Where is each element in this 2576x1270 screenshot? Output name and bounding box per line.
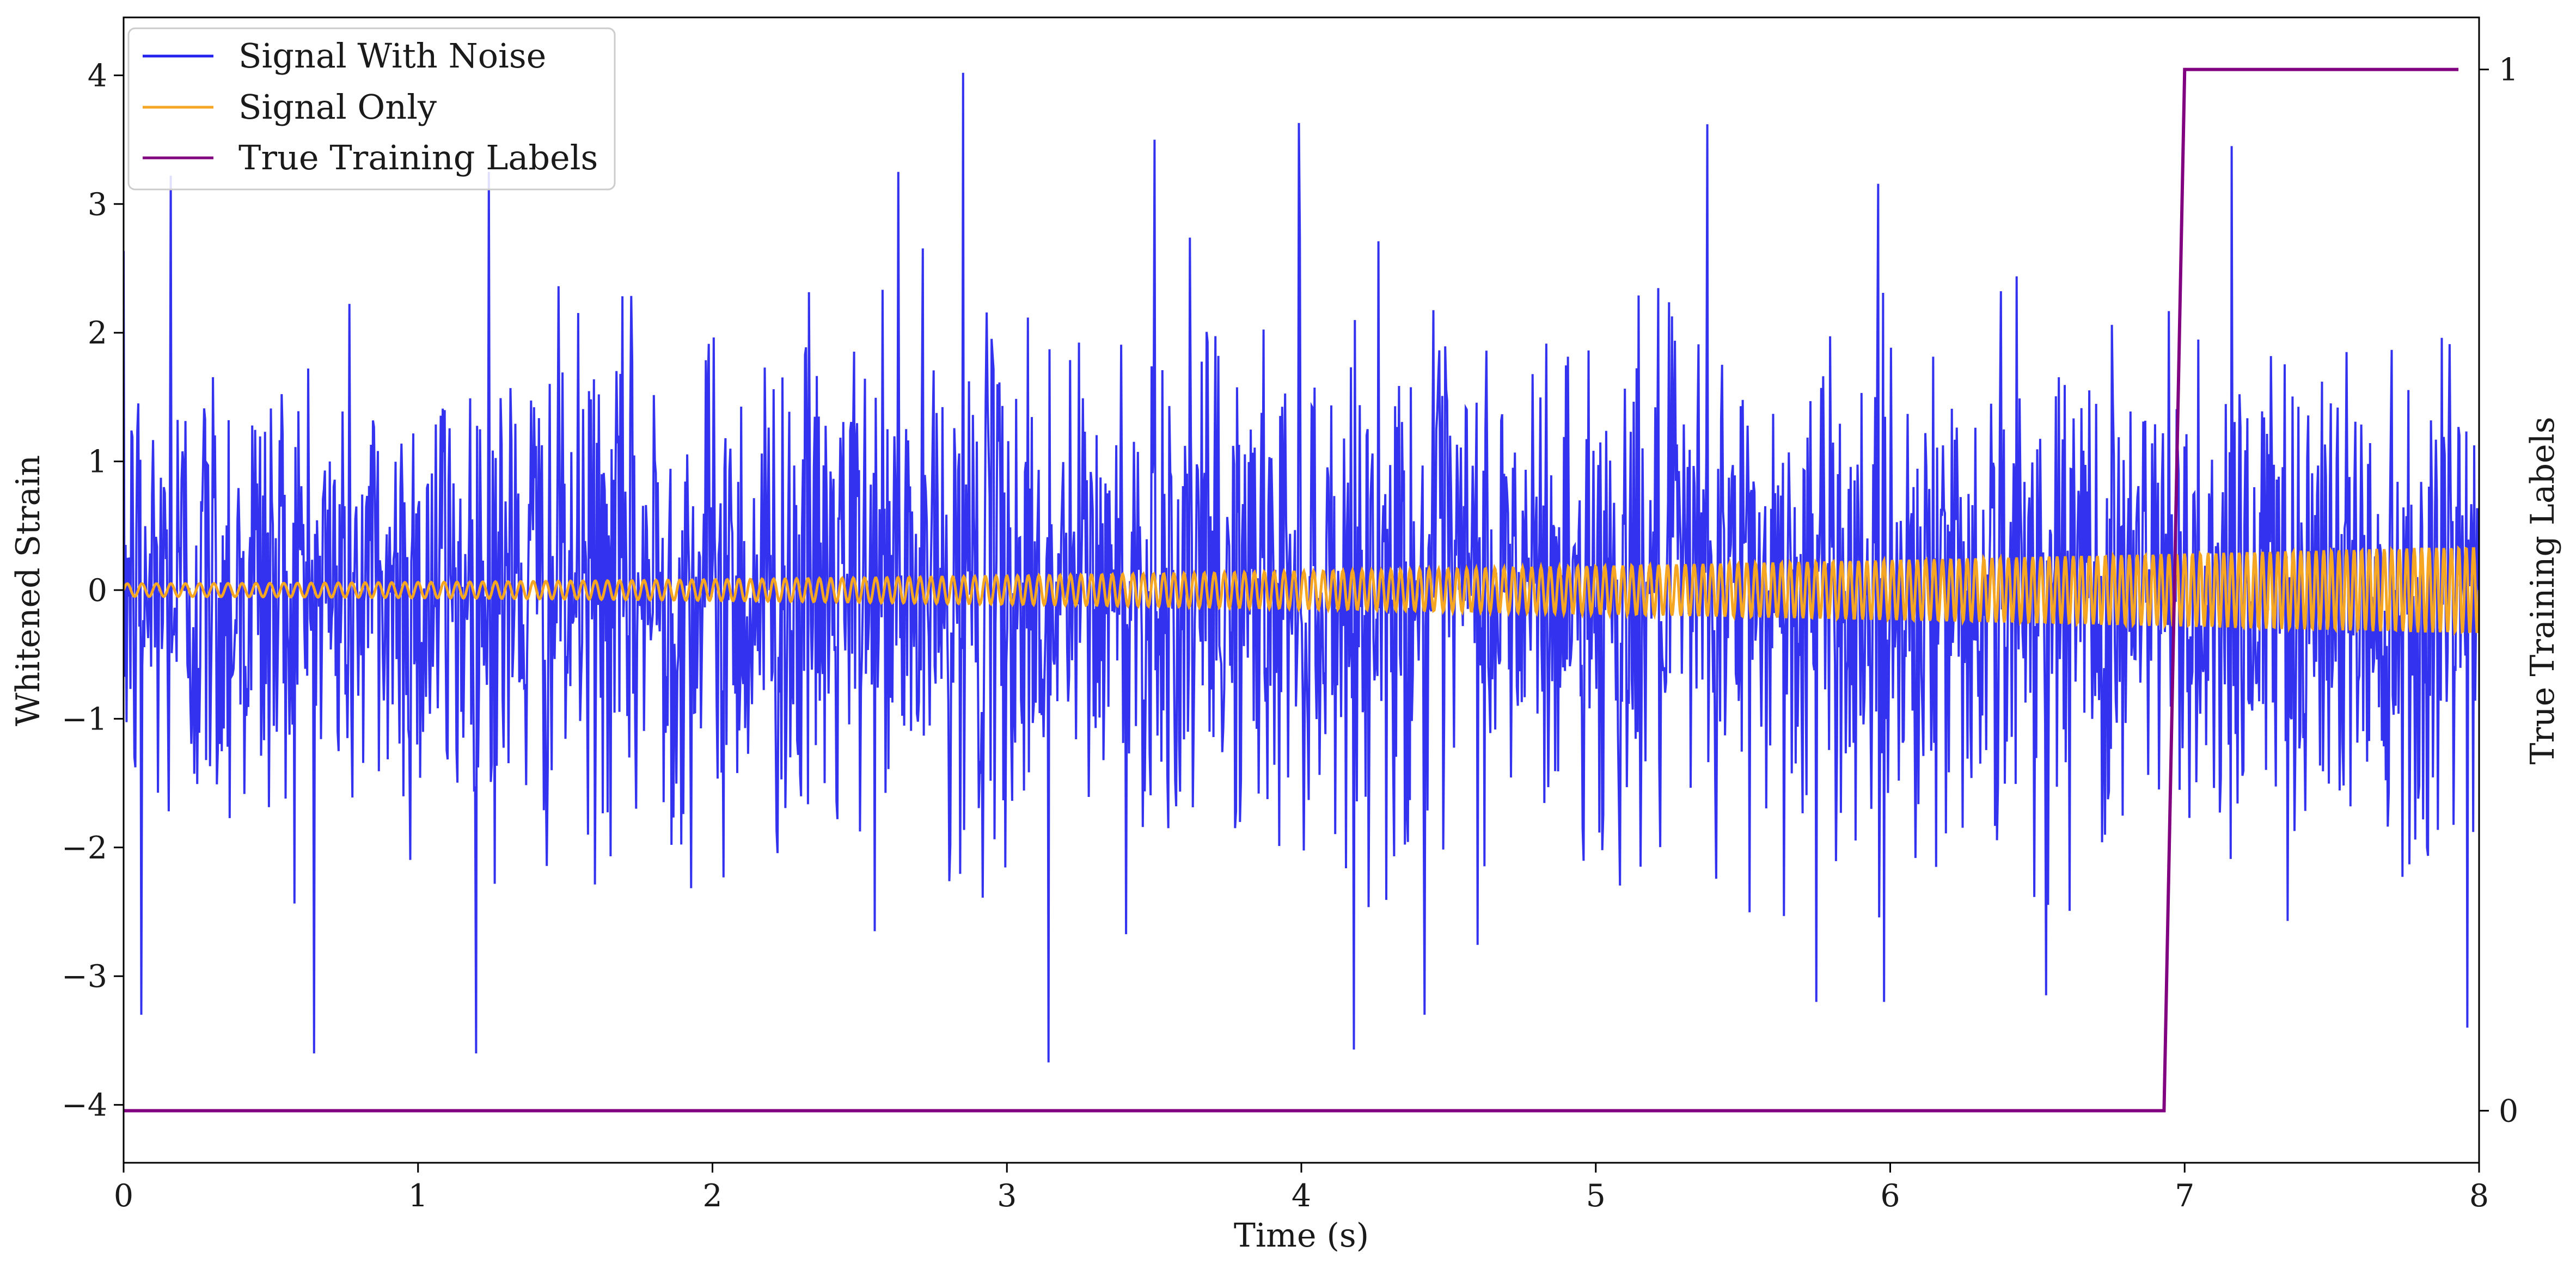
y-tick-label-5: 1 bbox=[88, 444, 107, 480]
series-line-signal-only bbox=[124, 545, 2479, 636]
x-tick-label-4: 4 bbox=[1292, 1178, 1311, 1214]
y-axis-label: Whitened Strain bbox=[9, 455, 47, 726]
y2-tick-label-0: 0 bbox=[2499, 1093, 2518, 1129]
x-tick-label-8: 8 bbox=[2469, 1178, 2489, 1214]
y2-axis-label: True Training Labels bbox=[2524, 416, 2562, 764]
y-axis-right: 01 bbox=[2479, 52, 2518, 1129]
legend-box bbox=[127, 27, 616, 191]
y-tick-label-8: 4 bbox=[88, 58, 107, 94]
y-tick-label-3: −1 bbox=[62, 701, 107, 737]
legend-label-signal-only: Signal Only bbox=[238, 87, 437, 127]
y-axis-left: −4 −3 −2 −1 0 1 2 3 4 bbox=[62, 58, 124, 1124]
x-tick-label-5: 5 bbox=[1586, 1178, 1606, 1214]
y-tick-label-2: −2 bbox=[62, 830, 107, 866]
y-tick-label-1: −3 bbox=[62, 959, 107, 995]
x-tick-label-3: 3 bbox=[997, 1178, 1017, 1214]
legend: Signal With Noise Signal Only True Train… bbox=[127, 27, 616, 191]
x-tick-label-0: 0 bbox=[114, 1178, 133, 1214]
x-tick-label-6: 6 bbox=[1880, 1178, 1900, 1214]
series-line-true-training-labels bbox=[124, 68, 2459, 1113]
y-tick-label-6: 2 bbox=[88, 315, 107, 351]
x-tick-label-1: 1 bbox=[408, 1178, 428, 1214]
legend-label-true-training-labels: True Training Labels bbox=[238, 138, 598, 177]
y-tick-label-7: 3 bbox=[88, 187, 107, 223]
series-line-signal-with-noise bbox=[124, 72, 2479, 1063]
x-axis-label: Time (s) bbox=[1234, 1217, 1369, 1255]
x-tick-label-2: 2 bbox=[702, 1178, 722, 1214]
y2-tick-label-1: 1 bbox=[2499, 52, 2518, 88]
x-axis: 0 1 2 3 4 5 6 7 8 bbox=[114, 1163, 2489, 1214]
y-tick-label-4: 0 bbox=[88, 573, 107, 609]
y-tick-label-0: −4 bbox=[62, 1088, 107, 1124]
x-tick-label-7: 7 bbox=[2175, 1178, 2194, 1214]
legend-label-signal-with-noise: Signal With Noise bbox=[238, 36, 546, 76]
series-layer bbox=[124, 68, 2479, 1113]
